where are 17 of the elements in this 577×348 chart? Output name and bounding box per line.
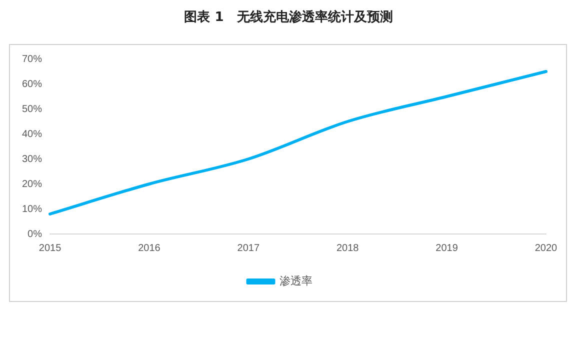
x-tick-label: 2017 <box>237 242 260 254</box>
y-tick-label: 50% <box>22 104 42 115</box>
x-tick-label: 2016 <box>138 242 161 254</box>
x-tick-label: 2015 <box>38 242 62 254</box>
chart-title: 图表 1 无线充电渗透率统计及预测 <box>183 8 394 26</box>
y-tick-label: 0% <box>28 228 42 240</box>
x-tick-label: 2020 <box>534 242 558 254</box>
line-series <box>48 70 548 216</box>
x-tick-label: 2018 <box>336 242 360 254</box>
x-tick-label: 2019 <box>436 242 458 254</box>
legend-label: 渗透率 <box>279 274 312 288</box>
y-tick-label: 70% <box>22 54 42 65</box>
y-tick-label: 40% <box>22 128 42 140</box>
y-tick-label: 60% <box>22 78 42 90</box>
y-tick-label: 30% <box>22 154 42 165</box>
y-tick-label: 20% <box>22 178 42 190</box>
y-tick-label: 10% <box>22 204 42 215</box>
